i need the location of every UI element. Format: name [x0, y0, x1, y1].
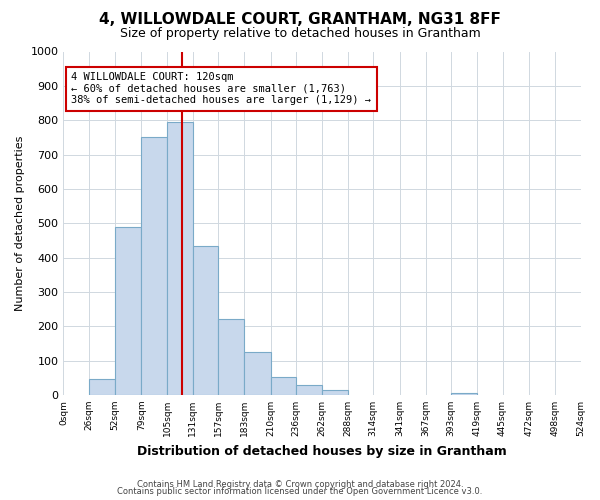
Bar: [193, 246, 218, 395]
Text: Contains public sector information licensed under the Open Government Licence v3: Contains public sector information licen…: [118, 488, 482, 496]
Bar: [218, 320, 244, 395]
Bar: [451, 393, 477, 395]
Bar: [115, 226, 142, 395]
Bar: [296, 386, 322, 395]
Text: Contains HM Land Registry data © Crown copyright and database right 2024.: Contains HM Land Registry data © Crown c…: [137, 480, 463, 489]
X-axis label: Distribution of detached houses by size in Grantham: Distribution of detached houses by size …: [137, 444, 507, 458]
Bar: [142, 138, 167, 395]
Bar: [322, 390, 347, 395]
Bar: [244, 352, 271, 395]
Bar: [89, 380, 115, 395]
Bar: [167, 122, 193, 395]
Text: 4, WILLOWDALE COURT, GRANTHAM, NG31 8FF: 4, WILLOWDALE COURT, GRANTHAM, NG31 8FF: [99, 12, 501, 28]
Text: 4 WILLOWDALE COURT: 120sqm
← 60% of detached houses are smaller (1,763)
38% of s: 4 WILLOWDALE COURT: 120sqm ← 60% of deta…: [71, 72, 371, 106]
Y-axis label: Number of detached properties: Number of detached properties: [15, 136, 25, 311]
Bar: [271, 377, 296, 395]
Text: Size of property relative to detached houses in Grantham: Size of property relative to detached ho…: [119, 28, 481, 40]
